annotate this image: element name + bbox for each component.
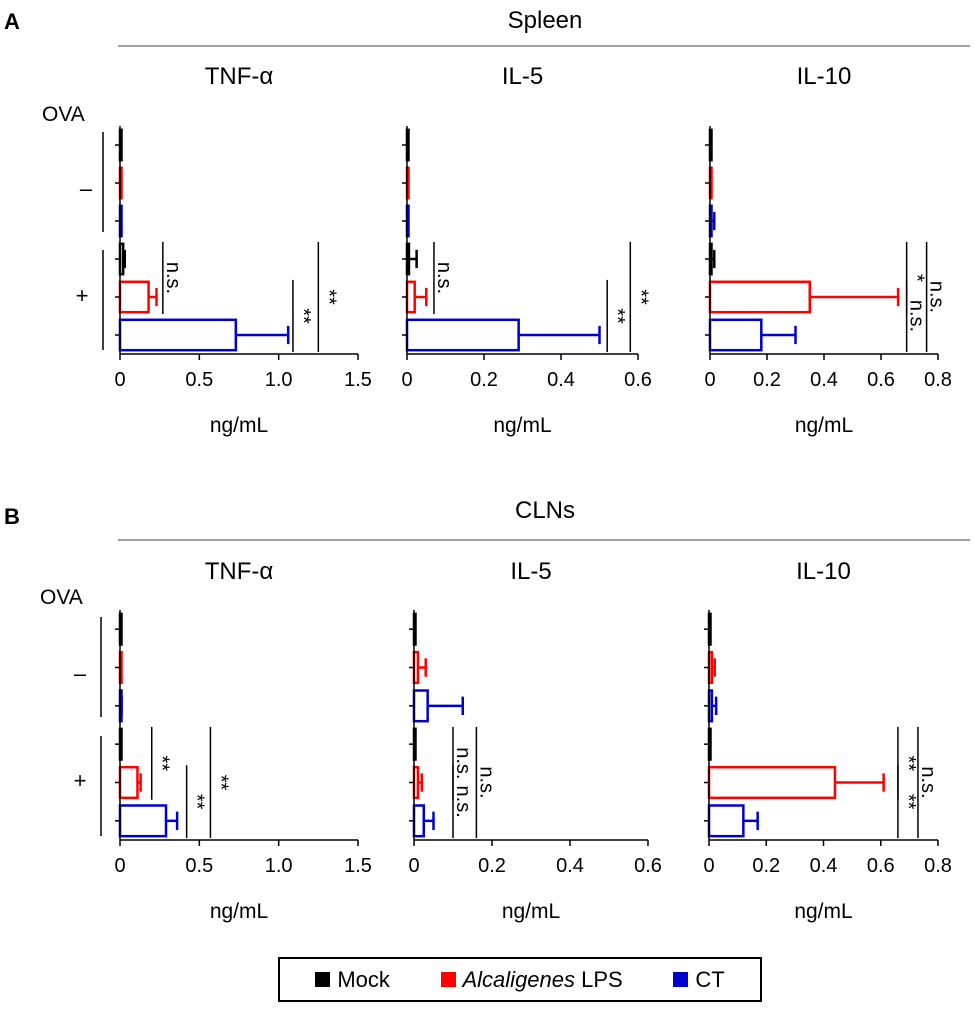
x-tick-label: 0.2: [752, 855, 780, 877]
x-tick-label: 0.4: [547, 369, 575, 391]
x-tick-label: 0.4: [556, 855, 584, 877]
chart-title: TNF-α: [205, 63, 274, 90]
legend-swatch-mock: [315, 972, 331, 987]
chart-spleen-il5: IL-5 0 0.2 0.4 0.6 ng/mL n.s. ****: [401, 63, 651, 437]
x-tick-label: 0.6: [624, 369, 652, 391]
x-tick-label: 0.2: [753, 369, 781, 391]
chart-title: IL-5: [502, 63, 543, 90]
bar-ct-ovaplus: [412, 804, 425, 838]
x-tick-label: 1.5: [344, 855, 372, 877]
x-tick-label: 1.5: [344, 369, 372, 391]
x-tick-label: 0: [114, 855, 125, 877]
panel-a-ova-label: OVA: [42, 103, 85, 126]
x-axis-label: ng/mL: [795, 414, 853, 437]
bar-alcaligenes-lps-ovaplus: [708, 280, 811, 314]
x-tick-label: 0.8: [924, 855, 952, 877]
chart-spleen-tnf: TNF-α 0 0.5 1.0 1.5 ng/mL n.s. ****: [114, 63, 371, 437]
chart-title: IL-5: [510, 558, 551, 585]
significance-label: **: [897, 756, 919, 772]
legend-item-mock: Mock: [315, 967, 390, 993]
significance-label: **: [317, 289, 339, 305]
bar-alcaligenes-lps-ovaplus: [118, 280, 150, 314]
x-tick-label: 0: [401, 369, 412, 391]
x-axis-label: ng/mL: [210, 414, 268, 437]
x-tick-label: 0.5: [185, 855, 213, 877]
bar-ct-ovaplus: [118, 804, 168, 838]
chart-clns-il10: IL-10 0 0.2 0.4 0.6 0.8 ng/mL ** **n.s.: [703, 558, 951, 923]
panel-b-plus-label: +: [74, 768, 87, 793]
x-tick-label: 0.2: [478, 855, 506, 877]
bar-ct-ovaminus: [412, 689, 429, 723]
bar-alcaligenes-lps-ovaplus: [405, 280, 416, 314]
panel-a: A Spleen OVA – + TNF-α 0 0.5 1.0 1.5 ng/mL n.s…: [4, 7, 970, 437]
significance-label: n.s.: [917, 766, 939, 798]
bar-alcaligenes-lps-ovaplus: [707, 765, 837, 800]
x-tick-label: 0.6: [867, 369, 895, 391]
legend-label-mock: Mock: [337, 966, 390, 992]
chart-title: IL-10: [796, 558, 851, 585]
significance-label: **: [151, 756, 173, 772]
legend: Mock Alcaligenes LPS CT: [278, 957, 762, 1002]
bar-alcaligenes-lps-ovaplus: [118, 765, 139, 800]
panel-a-title: Spleen: [508, 7, 583, 34]
significance-label: *: [906, 274, 928, 282]
significance-label: n.s.: [926, 281, 948, 313]
significance-label: n.s.: [475, 766, 497, 798]
significance-label: n.s.: [452, 747, 474, 779]
x-tick-label: 1.0: [265, 855, 293, 877]
chart-spleen-il10: IL-100 0.2 0.4 0.6 0.8ng/mL*n.s.n.s.: [704, 63, 951, 437]
panel-b-title: CLNs: [515, 497, 575, 524]
x-tick-label: 0.6: [634, 855, 662, 877]
bar-ct-ovaplus: [708, 318, 763, 352]
x-tick-label: 0.6: [867, 855, 895, 877]
chart-title: TNF-α: [205, 558, 274, 585]
x-axis-label: ng/mL: [502, 900, 560, 923]
legend-swatch-ct: [673, 972, 689, 987]
significance-label: **: [606, 308, 628, 324]
x-tick-label: 1.0: [265, 369, 293, 391]
x-axis-label: ng/mL: [210, 900, 268, 923]
panel-b-ova-label: OVA: [40, 586, 83, 609]
chart-clns-il5: IL-50 0.2 0.4 0.6ng/mLn.s.n.s.n.s.: [408, 558, 661, 923]
legend-label-lps-rest: LPS: [575, 966, 623, 992]
chart-title: IL-10: [797, 63, 852, 90]
x-tick-label: 0.4: [810, 369, 838, 391]
panel-b-letter: B: [4, 504, 20, 529]
x-tick-label: 0: [704, 369, 715, 391]
significance-label: **: [629, 289, 651, 305]
x-tick-label: 0.8: [924, 369, 952, 391]
x-tick-label: 0.2: [470, 369, 498, 391]
significance-label: **: [209, 775, 231, 791]
panel-a-plus-label: +: [76, 283, 89, 308]
panel-a-minus-label: –: [80, 176, 93, 201]
x-tick-label: 0.4: [810, 855, 838, 877]
panel-b-minus-label: –: [74, 661, 87, 686]
legend-item-ct: CT: [673, 966, 725, 993]
x-axis-label: ng/mL: [794, 900, 852, 923]
figure-canvas: A Spleen OVA – + TNF-α 0 0.5 1.0 1.5 ng/mL n.s…: [4, 7, 970, 923]
x-tick-label: 0.5: [185, 369, 213, 391]
x-tick-label: 0: [703, 855, 714, 877]
x-tick-label: 0: [408, 855, 419, 877]
panel-a-letter: A: [4, 9, 20, 34]
significance-label: n.s.: [433, 262, 455, 294]
significance-label: **: [186, 794, 208, 810]
significance-label: n.s.: [162, 262, 184, 294]
significance-label: **: [897, 794, 919, 810]
significance-label: n.s.: [452, 786, 474, 818]
significance-label: **: [292, 308, 314, 324]
bar-ct-ovaplus: [405, 318, 520, 352]
x-tick-label: 0: [114, 369, 125, 391]
legend-swatch-lps: [440, 972, 456, 987]
significance-label: n.s.: [906, 300, 928, 332]
legend-label-lps-italic: Alcaligenes: [462, 966, 576, 992]
bar-ct-ovaplus: [707, 804, 745, 838]
panel-b: B CLNs OVA – + TNF-α0 0.5 1.0 1.5ng/mL*****…: [4, 497, 970, 923]
x-axis-label: ng/mL: [493, 414, 551, 437]
legend-item-lps: Alcaligenes LPS: [440, 966, 623, 993]
legend-label-ct: CT: [695, 966, 725, 992]
bar-ct-ovaplus: [118, 318, 238, 352]
chart-clns-tnf: TNF-α0 0.5 1.0 1.5ng/mL******: [114, 558, 371, 923]
